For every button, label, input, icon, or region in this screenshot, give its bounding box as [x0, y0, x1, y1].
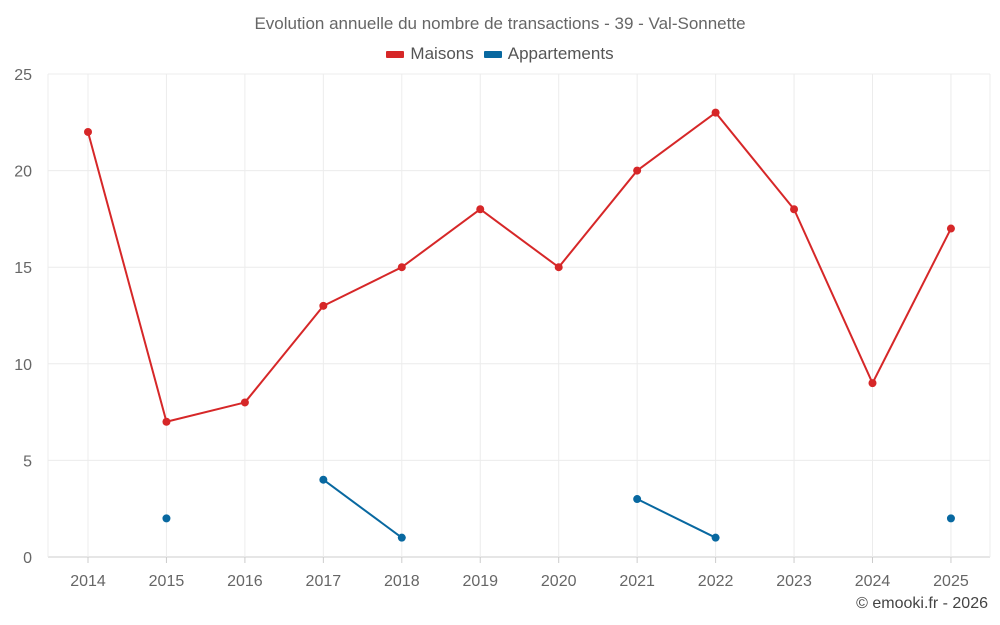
- data-point-appartements: [397, 533, 406, 542]
- series-line-maisons: [479, 208, 560, 269]
- y-tick-label: 10: [14, 357, 32, 374]
- legend-label-maisons: Maisons: [410, 44, 474, 63]
- x-tick-label: 2021: [619, 573, 655, 590]
- y-tick-label: 5: [23, 453, 32, 470]
- legend-label-appartements: Appartements: [507, 44, 614, 63]
- legend-item-maisons[interactable]: Maisons: [386, 44, 474, 64]
- series-line-appartements: [322, 478, 403, 539]
- x-tick-label: 2014: [70, 573, 106, 590]
- series-line-maisons: [244, 305, 325, 404]
- data-point-maisons: [162, 417, 171, 426]
- series-line-maisons: [322, 266, 403, 307]
- data-point-maisons: [711, 108, 720, 117]
- data-point-maisons: [633, 166, 642, 175]
- x-tick-label: 2025: [933, 573, 969, 590]
- x-tick-label: 2024: [855, 573, 891, 590]
- data-point-maisons: [397, 263, 406, 272]
- credit-text: © emooki.fr - 2026: [856, 595, 988, 612]
- data-point-appartements: [711, 533, 720, 542]
- data-point-maisons: [946, 224, 955, 233]
- y-tick-label: 20: [14, 164, 32, 181]
- data-point-maisons: [476, 205, 485, 214]
- y-tick-label: 0: [23, 550, 32, 567]
- data-point-appartements: [946, 514, 955, 523]
- chart-legend: Maisons Appartements: [0, 44, 1000, 64]
- x-tick-label: 2017: [306, 573, 342, 590]
- data-point-appartements: [633, 495, 642, 504]
- series-line-maisons: [87, 131, 168, 423]
- series-line-maisons: [714, 112, 795, 210]
- y-tick-label: 15: [14, 260, 32, 277]
- series-line-maisons: [871, 228, 952, 384]
- x-tick-label: 2018: [384, 573, 420, 590]
- x-tick-label: 2016: [227, 573, 263, 590]
- series-line-appartements: [636, 498, 717, 539]
- x-tick-label: 2023: [776, 573, 812, 590]
- series-line-maisons: [636, 111, 717, 172]
- legend-swatch-appartements: [483, 50, 502, 58]
- x-tick-label: 2022: [698, 573, 734, 590]
- y-tick-label: 25: [14, 67, 32, 84]
- data-point-maisons: [868, 379, 877, 388]
- legend-item-appartements[interactable]: Appartements: [483, 44, 614, 64]
- data-point-appartements: [162, 514, 171, 523]
- data-point-maisons: [554, 263, 563, 272]
- series-line-maisons: [557, 169, 638, 268]
- data-point-maisons: [84, 127, 92, 136]
- series-line-maisons: [401, 208, 481, 269]
- data-point-maisons: [790, 205, 799, 214]
- data-point-appartements: [319, 475, 328, 484]
- x-tick-label: 2020: [541, 573, 577, 590]
- legend-swatch-maisons: [386, 50, 405, 58]
- data-point-maisons: [319, 301, 328, 310]
- data-point-maisons: [240, 398, 249, 407]
- series-line-maisons: [166, 401, 246, 423]
- series-line-maisons: [793, 208, 874, 384]
- x-tick-label: 2015: [149, 573, 185, 590]
- chart-title: Evolution annuelle du nombre de transact…: [254, 14, 746, 33]
- x-tick-label: 2019: [462, 573, 498, 590]
